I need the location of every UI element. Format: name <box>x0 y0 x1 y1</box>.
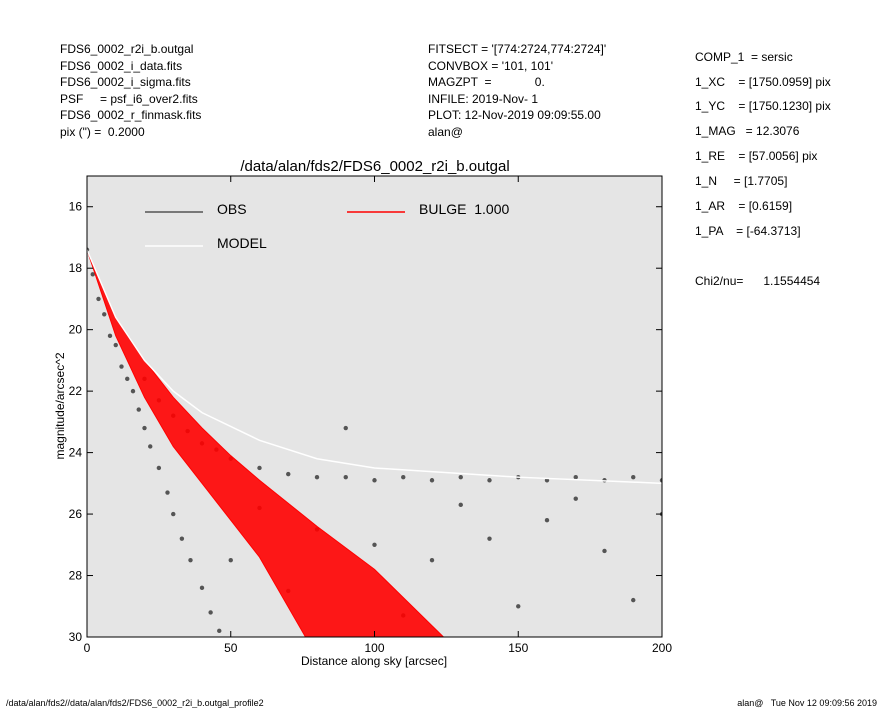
y-tick-label: 20 <box>69 323 83 337</box>
footer-text: alan@ Tue Nov 12 09:09:56 2019 <box>737 698 877 708</box>
fit-param: COMP_1 = sersic <box>695 50 793 64</box>
obs-point <box>401 474 406 480</box>
obs-point <box>429 557 435 563</box>
header-text: CONVBOX = '101, 101' <box>428 59 553 73</box>
x-tick-label: 200 <box>652 641 672 655</box>
obs-point <box>372 478 377 483</box>
header-text: FDS6_0002_r2i_b.outgal <box>60 42 193 56</box>
legend-label: BULGE 1.000 <box>419 201 509 217</box>
obs-point <box>458 502 463 508</box>
header-text: FITSECT = '[774:2724,774:2724]' <box>428 42 606 56</box>
y-tick-label: 24 <box>69 446 83 460</box>
obs-point <box>119 364 124 369</box>
obs-point <box>113 342 118 348</box>
y-tick-label: 16 <box>69 200 83 214</box>
obs-point <box>125 376 130 382</box>
fit-param: 1_RE = [57.0056] pix <box>695 149 817 163</box>
x-tick-label: 100 <box>364 641 384 655</box>
obs-point <box>188 557 193 563</box>
header-text: FDS6_0002_i_data.fits <box>60 59 182 73</box>
obs-point <box>179 536 185 541</box>
obs-point <box>228 557 233 563</box>
obs-point <box>142 425 147 431</box>
obs-point <box>217 628 222 634</box>
obs-point <box>487 478 492 483</box>
obs-point <box>544 518 550 523</box>
obs-point <box>90 272 95 277</box>
header-text: INFILE: 2019-Nov- 1 <box>428 92 538 106</box>
footer-text: /data/alan/fds2//data/alan/fds2/FDS6_000… <box>6 698 264 708</box>
y-tick-label: 30 <box>69 630 83 644</box>
header-text: PLOT: 12-Nov-2019 09:09:55.00 <box>428 108 601 122</box>
x-tick-label: 150 <box>508 641 528 655</box>
chi2: Chi2/nu= 1.1554454 <box>695 274 820 288</box>
obs-point <box>487 536 492 541</box>
obs-point <box>631 597 636 603</box>
obs-point <box>343 425 348 431</box>
obs-point <box>516 604 521 609</box>
obs-point <box>208 610 213 615</box>
obs-point <box>659 478 662 483</box>
y-tick-label: 28 <box>69 569 83 583</box>
obs-point <box>631 474 636 480</box>
fit-param: 1_XC = [1750.0959] pix <box>695 75 831 89</box>
obs-point <box>602 548 607 554</box>
obs-point <box>102 312 107 317</box>
obs-point <box>156 465 162 471</box>
obs-point <box>136 407 141 412</box>
y-tick-label: 18 <box>69 261 83 275</box>
obs-point <box>314 474 320 480</box>
y-tick-label: 22 <box>69 384 83 398</box>
obs-point <box>458 474 463 480</box>
bulge-band <box>87 249 445 637</box>
y-axis-label: magnitude/arcsec^2 <box>53 352 67 459</box>
obs-point <box>199 585 205 591</box>
plot-area <box>87 247 662 637</box>
x-axis-label: Distance along sky [arcsec] <box>301 654 447 668</box>
header-text: PSF = psf_i6_over2.fits <box>60 92 198 106</box>
header-text: FDS6_0002_r_finmask.fits <box>60 108 201 122</box>
y-tick-label: 26 <box>69 507 83 521</box>
fit-param: 1_YC = [1750.1230] pix <box>695 99 831 113</box>
x-tick-label: 0 <box>84 641 91 655</box>
obs-point <box>286 471 291 477</box>
model-line <box>87 249 662 485</box>
obs-point <box>257 465 262 471</box>
fit-param: 1_PA = [-64.3713] <box>695 224 801 238</box>
obs-point <box>171 511 176 517</box>
obs-point <box>96 296 101 302</box>
plot-background <box>87 176 662 637</box>
obs-point <box>165 490 170 495</box>
obs-point <box>107 333 113 339</box>
x-tick-label: 50 <box>224 641 238 655</box>
header-text: pix (") = 0.2000 <box>60 125 145 139</box>
obs-point <box>429 478 435 483</box>
header-text: MAGZPT = 0. <box>428 75 545 89</box>
legend-label: MODEL <box>217 235 267 251</box>
obs-point <box>130 388 136 394</box>
fit-param: 1_AR = [0.6159] <box>695 199 792 213</box>
obs-point <box>573 474 578 480</box>
fit-param: 1_N = [1.7705] <box>695 174 787 188</box>
obs-point <box>372 542 377 547</box>
fit-param: 1_MAG = 12.3076 <box>695 124 800 138</box>
obs-point <box>573 496 578 501</box>
header-text: FDS6_0002_i_sigma.fits <box>60 75 191 89</box>
header-text: alan@ <box>428 125 463 139</box>
obs-point <box>148 444 153 449</box>
chart-title: /data/alan/fds2/FDS6_0002_r2i_b.outgal <box>240 158 509 175</box>
obs-point <box>343 474 348 480</box>
legend-label: OBS <box>217 201 247 217</box>
